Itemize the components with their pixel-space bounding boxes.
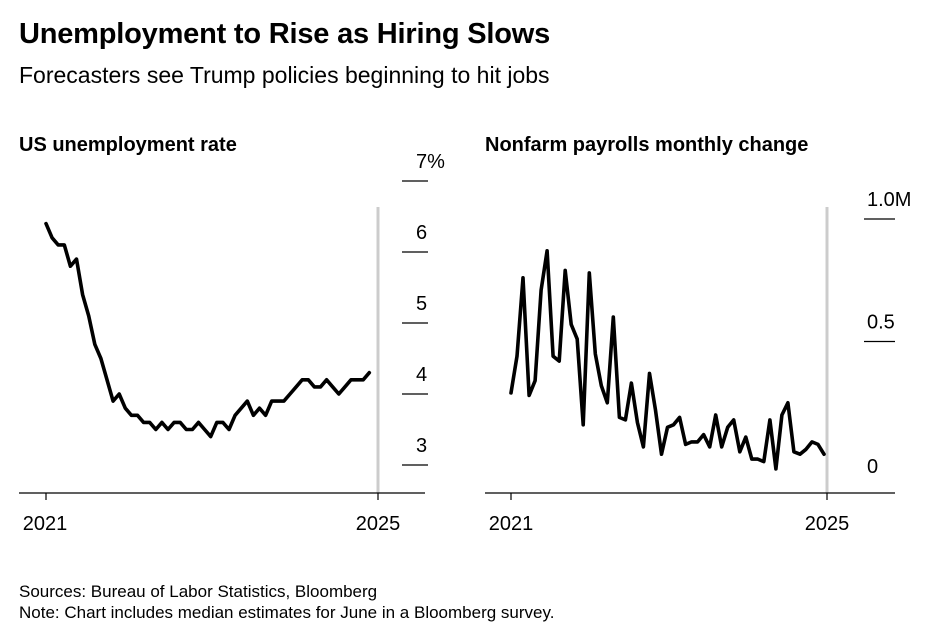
- payrolls-y-tick-label-0: 1.0M: [867, 189, 911, 211]
- unemployment-y-tick-label-3: 4: [416, 364, 427, 386]
- footnote: Note: Chart includes median estimates fo…: [19, 603, 555, 622]
- unemployment-y-tick-label-1: 6: [416, 222, 427, 244]
- payrolls-y-tick-label-1: 0.5: [867, 312, 895, 334]
- payrolls-x-tick-label-2025: 2025: [805, 513, 850, 535]
- unemployment-x-tick-label-2025: 2025: [356, 513, 401, 535]
- payrolls-y-tick-label-2: 0: [867, 456, 878, 478]
- chart-subtitle: Forecasters see Trump policies beginning…: [19, 62, 550, 88]
- sources-note: Sources: Bureau of Labor Statistics, Blo…: [19, 582, 378, 601]
- unemployment-x-tick-label-2021: 2021: [23, 513, 68, 535]
- chart-title: Unemployment to Rise as Hiring Slows: [19, 18, 551, 50]
- unemployment-y-tick-label-4: 3: [416, 435, 427, 457]
- unemployment-y-tick-label-0: 7%: [416, 151, 445, 173]
- payrolls-x-tick-label-2021: 2021: [489, 513, 534, 535]
- payrolls-series-line: [509, 249, 826, 471]
- unemployment-y-tick-label-2: 5: [416, 293, 427, 315]
- payrolls-panel-title: Nonfarm payrolls monthly change: [485, 134, 809, 156]
- unemployment-series-line: [44, 221, 372, 439]
- unemployment-panel-title: US unemployment rate: [19, 134, 237, 156]
